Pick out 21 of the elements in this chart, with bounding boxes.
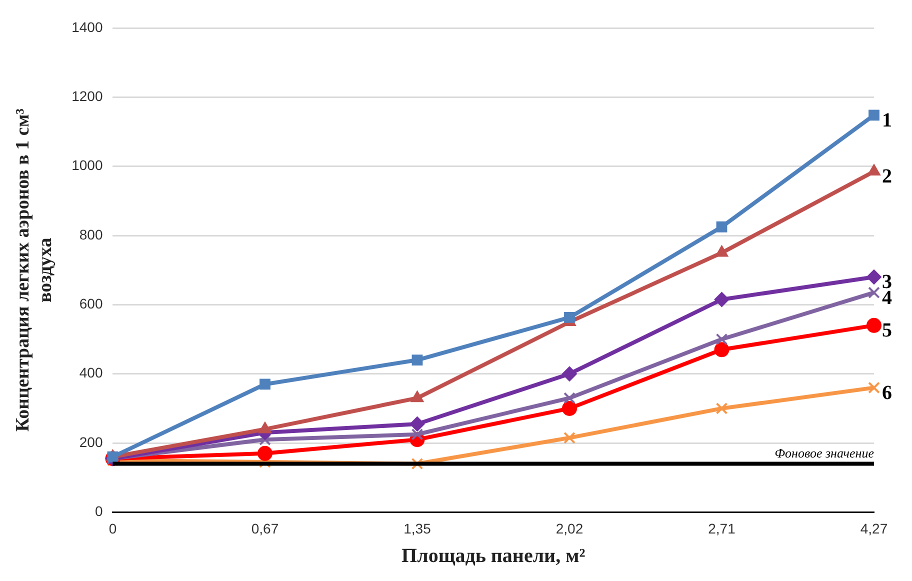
y-tick-label: 0: [94, 503, 103, 520]
y-tick-label: 1000: [72, 157, 103, 174]
x-tick-label: 2,02: [556, 520, 584, 536]
y-tick-label: 800: [79, 226, 103, 242]
y-tick-label: 600: [79, 296, 103, 312]
y-tick-label: 1400: [72, 18, 103, 35]
x-tick-label: 1,35: [404, 520, 432, 536]
series-label: 6: [882, 382, 892, 404]
series-label: 5: [882, 320, 892, 342]
x-tick-label: 0: [108, 520, 117, 536]
series-label: 1: [882, 109, 892, 132]
series-label: 2: [882, 166, 892, 188]
ref-line-label: Фоновое значение: [774, 446, 874, 461]
x-tick-label: 0,67: [251, 520, 279, 536]
y-tick-label: 1200: [72, 88, 103, 104]
y-axis-title: Концентрация легких аэронов в 1 см³ воздуха: [12, 108, 56, 432]
y-tick-label: 400: [79, 364, 103, 381]
y-tick-label: 200: [79, 434, 103, 450]
x-axis-title: Площадь панели, м²: [402, 545, 586, 568]
x-tick-label: 2,71: [708, 520, 736, 536]
x-tick-label: 4,27: [860, 520, 888, 536]
